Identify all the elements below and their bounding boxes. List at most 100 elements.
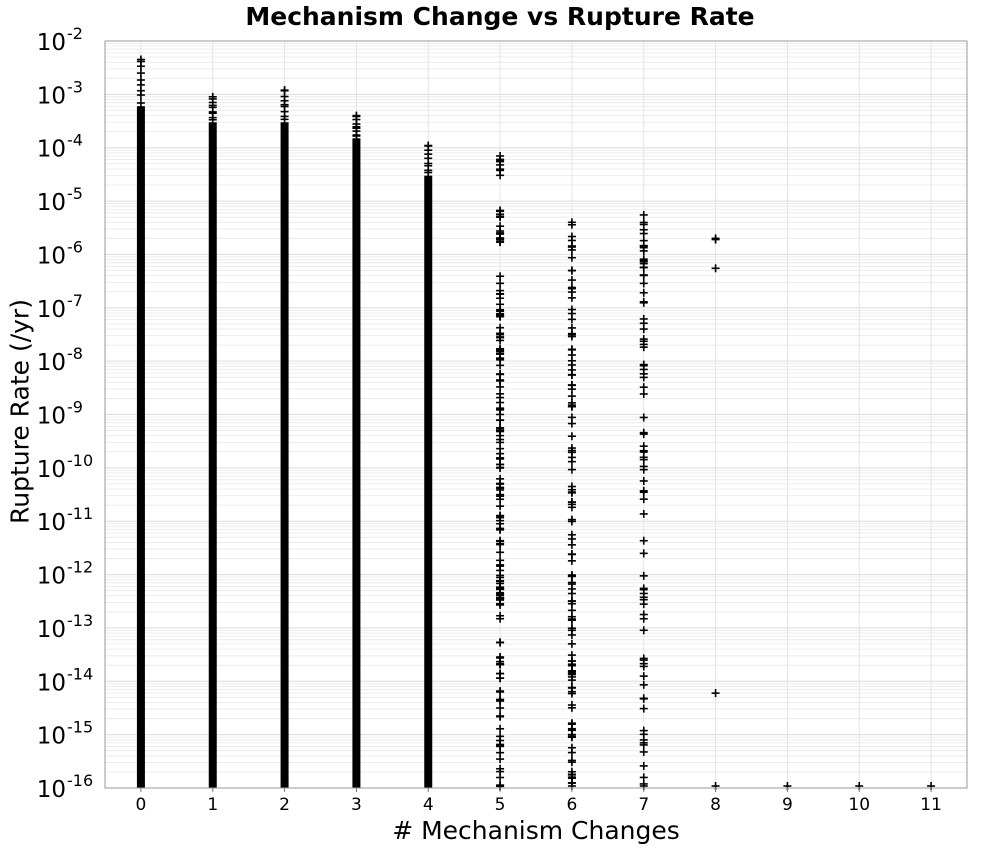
svg-text:-16: -16 (67, 771, 93, 790)
scatter-band-2 (280, 122, 289, 788)
scatter-point (496, 405, 505, 414)
scatter-point (567, 284, 576, 293)
svg-text:10: 10 (37, 457, 66, 483)
scatter-point (567, 266, 576, 275)
scatter-point (639, 672, 648, 681)
scatter-point (496, 695, 505, 704)
y-tick-label: 10 -14 (37, 664, 93, 696)
scatter-point (567, 380, 576, 389)
scatter-point (496, 279, 505, 288)
scatter-point (496, 548, 505, 557)
y-tick-label: 10 -16 (37, 771, 93, 803)
scatter-point (496, 724, 505, 733)
scatter-point (639, 220, 648, 229)
scatter-point (567, 329, 576, 338)
scatter-point (496, 484, 505, 493)
scatter-point (639, 270, 648, 279)
scatter-point (496, 370, 505, 379)
x-tick-label: 9 (782, 795, 793, 815)
scatter-point (496, 540, 505, 549)
scatter-point (496, 767, 505, 776)
scatter-band-4 (424, 175, 433, 789)
scatter-point (136, 62, 145, 71)
scatter-point (639, 694, 648, 703)
scatter-point (639, 536, 648, 545)
scatter-point (496, 426, 505, 435)
svg-text:10: 10 (37, 510, 66, 536)
scatter-point (567, 756, 576, 765)
scatter-point (567, 232, 576, 241)
scatter-point (639, 365, 648, 374)
scatter-point (567, 245, 576, 254)
scatter-point (567, 667, 576, 676)
scatter-point (567, 530, 576, 539)
scatter-point (567, 517, 576, 526)
scatter-point (496, 593, 505, 602)
scatter-point (496, 495, 505, 504)
scatter-point (567, 584, 576, 593)
scatter-point (496, 583, 505, 592)
scatter-point (639, 340, 648, 349)
scatter-point (567, 488, 576, 497)
scatter-point (567, 402, 576, 411)
scatter-point (639, 571, 648, 580)
svg-text:10: 10 (37, 564, 66, 590)
scatter-band-1 (208, 122, 217, 788)
scatter-point (567, 351, 576, 360)
svg-text:-3: -3 (67, 77, 83, 96)
scatter-point (496, 502, 505, 511)
scatter-point (496, 171, 505, 180)
scatter-point (639, 476, 648, 485)
x-tick-label: 7 (638, 795, 649, 815)
x-axis-ticks: 0 1 2 3 4 5 6 7 8 9 10 11 (136, 788, 942, 815)
scatter-point (639, 236, 648, 245)
x-tick-label: 6 (567, 795, 578, 815)
y-tick-label: 10 -2 (37, 24, 83, 56)
scatter-point (639, 680, 648, 689)
y-tick-label: 10 -10 (37, 451, 93, 483)
scatter-point (567, 774, 576, 783)
scatter-point (567, 432, 576, 441)
scatter-point (639, 626, 648, 635)
scatter-point (567, 720, 576, 729)
svg-text:-15: -15 (67, 718, 93, 737)
scatter-point (567, 276, 576, 285)
scatter-point (639, 761, 648, 770)
scatter-point (567, 309, 576, 318)
scatter-point (639, 549, 648, 558)
scatter-point (208, 92, 217, 101)
y-tick-label: 10 -13 (37, 611, 93, 643)
scatter-point (567, 457, 576, 466)
scatter-point (496, 566, 505, 575)
y-tick-label: 10 -15 (37, 718, 93, 750)
scatter-point (496, 611, 505, 620)
scatter-point (496, 349, 505, 358)
x-tick-label: 5 (495, 795, 506, 815)
scatter-point (567, 448, 576, 457)
x-tick-label: 2 (279, 795, 290, 815)
svg-text:10: 10 (37, 83, 66, 109)
x-tick-label: 4 (423, 795, 434, 815)
scatter-point (567, 419, 576, 428)
scatter-point (496, 711, 505, 720)
scatter-point (567, 701, 576, 710)
scatter-point (567, 392, 576, 401)
scatter-point (639, 486, 648, 495)
scatter-point (567, 615, 576, 624)
svg-text:10: 10 (37, 350, 66, 376)
scatter-point (639, 383, 648, 392)
scatter-point (567, 465, 576, 474)
svg-text:-10: -10 (67, 451, 93, 470)
scatter-point (639, 246, 648, 255)
y-tick-label: 10 -6 (37, 237, 83, 269)
y-tick-label: 10 -3 (37, 77, 83, 109)
x-tick-label: 0 (136, 795, 147, 815)
scatter-point (496, 740, 505, 749)
scatter-point (639, 773, 648, 782)
scatter-band-0 (136, 106, 145, 789)
scatter-point (639, 210, 648, 219)
scatter-point (567, 657, 576, 666)
scatter-point (496, 212, 505, 221)
scatter-point (567, 498, 576, 507)
scatter-point (352, 131, 361, 140)
